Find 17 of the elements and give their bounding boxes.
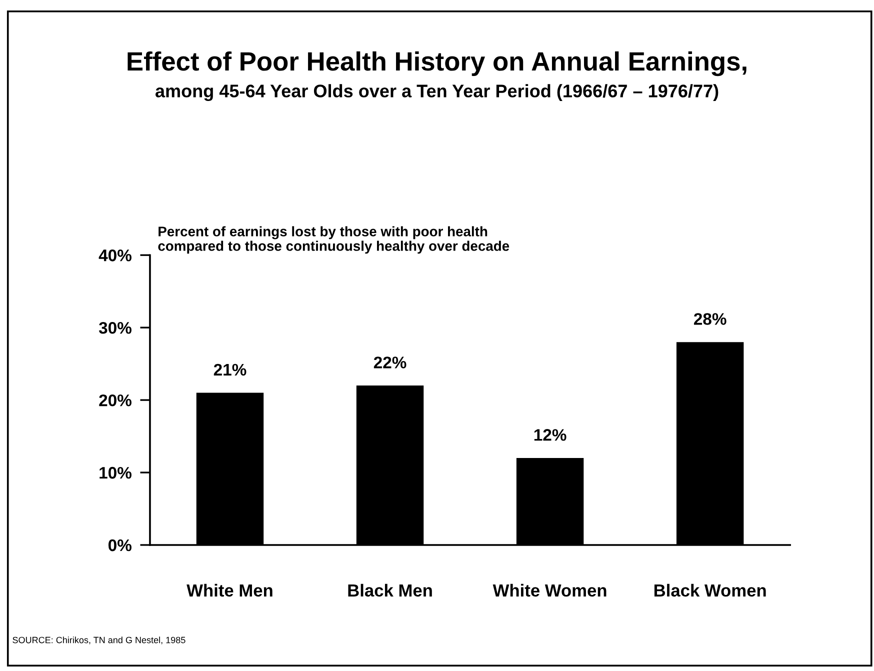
y-tick-label: 10% (100, 466, 132, 479)
chart-title: Effect of Poor Health History on Annual Earnings, (128, 51, 746, 76)
x-tick-label: White Men (186, 584, 272, 597)
y-tick-label: 30% (98, 322, 132, 334)
data-label: 21% (214, 364, 246, 376)
y-tick-label: 40% (98, 250, 132, 262)
y-tick-label: 20% (99, 394, 132, 406)
text: Percent of earnings lost by those with poor health compared to those continuously healthy over decade (158, 226, 510, 254)
chart-subtitle: among 45-64 Year Olds over a Ten Year Period (1966/67 – 1976/77) (156, 84, 718, 102)
source-note: SOURCE: Chirikos, TN and G Nestel, 1985 (12, 636, 186, 644)
x-tick-label: White Women (492, 584, 606, 597)
x-tick-label: Black Men (348, 584, 432, 597)
data-label: 22% (374, 356, 406, 368)
data-label: 12% (534, 429, 566, 441)
data-label: 28% (694, 313, 726, 325)
x-tick-label: Black Women (654, 584, 766, 597)
y-tick-label: 0% (108, 539, 132, 552)
